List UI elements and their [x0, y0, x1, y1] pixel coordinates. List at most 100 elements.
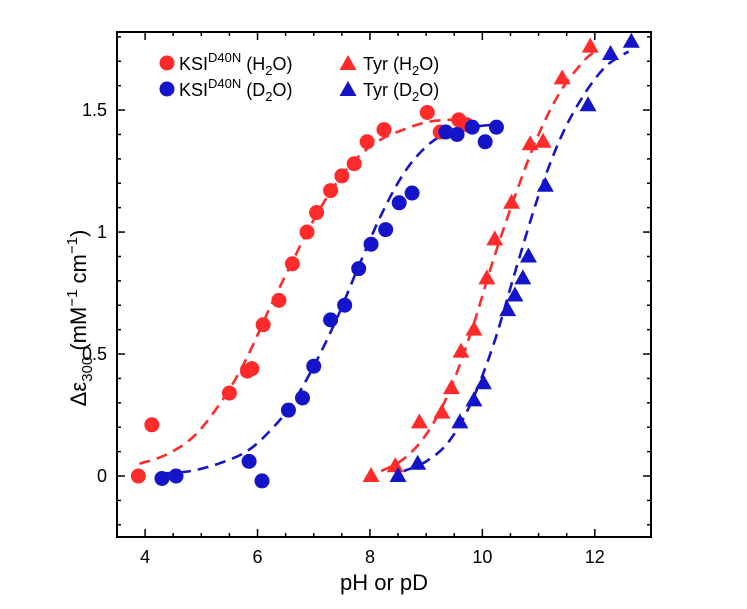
point-ksi_d2o	[323, 312, 339, 328]
point-ksi_d2o	[351, 261, 367, 277]
point-tyr_d2o	[451, 413, 469, 429]
legend-ksi-h2o-close: O)	[273, 54, 293, 74]
y-axis: 0 0.5 1 1.5	[82, 36, 651, 526]
point-tyr_d2o	[579, 96, 597, 112]
legend-tyr-h2o-close: O)	[419, 54, 439, 74]
point-tyr_h2o	[433, 403, 451, 419]
legend-ksi-d2o-base: KSI	[179, 80, 208, 100]
point-ksi_d2o	[306, 358, 322, 374]
point-tyr_d2o	[622, 32, 640, 48]
legend-marker-ksi-d2o	[159, 81, 175, 97]
point-ksi_h2o	[299, 224, 315, 240]
fit-curves	[139, 50, 630, 475]
point-ksi_d2o	[280, 402, 296, 418]
legend-item-tyr-h2o: Tyr (H2O)	[339, 54, 439, 78]
x-tick-label: 12	[585, 547, 605, 567]
point-ksi_d2o	[449, 126, 465, 142]
y-tick-label: 1.5	[82, 100, 107, 120]
point-ksi_d2o	[438, 124, 454, 140]
point-ksi_d2o	[254, 473, 270, 489]
x-tick-label: 8	[365, 547, 375, 567]
legend-tyr-h2o-sub: 2	[412, 63, 419, 78]
point-ksi_h2o	[144, 417, 160, 433]
point-tyr_h2o	[465, 320, 483, 336]
point-ksi_d2o	[154, 470, 170, 486]
fit-line-tyr_d2o	[403, 50, 630, 473]
legend-ksi-d2o-sup: D40N	[208, 76, 241, 91]
legend-marker-tyr-h2o	[339, 55, 357, 70]
point-ksi_h2o	[309, 205, 325, 221]
point-ksi_h2o	[130, 468, 146, 484]
point-ksi_d2o	[477, 134, 493, 150]
legend-label-tyr-d2o: Tyr (D2O)	[363, 80, 439, 104]
fit-line-ksi_d2o	[161, 123, 494, 475]
point-ksi_h2o	[346, 156, 362, 172]
legend-tyr-d2o-close: O)	[419, 80, 439, 100]
legend-ksi-h2o-open: (H	[241, 54, 265, 74]
point-tyr_h2o	[534, 132, 552, 148]
y-title-main: Δε	[66, 382, 91, 407]
fit-line-ksi_h2o	[139, 118, 472, 466]
point-tyr_h2o	[553, 69, 571, 85]
point-ksi_d2o	[488, 119, 504, 135]
x-tick-label: 4	[140, 547, 150, 567]
legend-item-ksi-h2o: KSID40N (H2O)	[159, 50, 293, 78]
point-tyr_d2o	[602, 44, 620, 60]
point-ksi_d2o	[464, 119, 480, 135]
point-ksi_h2o	[255, 317, 271, 333]
legend-label-ksi-d2o: KSID40N (D2O)	[179, 76, 293, 104]
y-title-sub: 300	[79, 357, 96, 382]
point-tyr_d2o	[514, 269, 532, 285]
point-tyr_h2o	[452, 342, 470, 358]
point-tyr_h2o	[486, 230, 504, 246]
y-axis-title: Δε300 (mM−1 cm−1)	[64, 230, 96, 407]
x-axis-title: pH or pD	[340, 570, 428, 595]
legend-item-tyr-d2o: Tyr (D2O)	[339, 80, 439, 104]
legend: KSID40N (H2O) KSID40N (D2O) Tyr (H2O) Ty…	[159, 50, 439, 104]
point-tyr_h2o	[521, 135, 539, 151]
y-tick-label: 1	[97, 222, 107, 242]
point-tyr_d2o	[499, 301, 517, 317]
point-ksi_d2o	[363, 236, 379, 252]
legend-tyr-h2o-open: (H	[388, 54, 412, 74]
legend-ksi-h2o-sup: D40N	[208, 50, 241, 65]
point-ksi_d2o	[391, 195, 407, 211]
point-ksi_h2o	[221, 385, 237, 401]
legend-ksi-h2o-base: KSI	[179, 54, 208, 74]
x-axis: 4 6 8 10 12	[140, 32, 605, 567]
legend-label-tyr-h2o: Tyr (H2O)	[363, 54, 439, 78]
point-ksi_h2o	[271, 292, 287, 308]
data-points	[130, 32, 640, 489]
point-tyr_h2o	[362, 467, 380, 483]
point-ksi_h2o	[376, 122, 392, 138]
y-title-sup2: −1	[64, 237, 81, 254]
legend-marker-ksi-h2o	[159, 55, 175, 71]
legend-ksi-d2o-close: O)	[273, 80, 293, 100]
y-title-units-open: (mM	[66, 307, 91, 357]
legend-tyr-h2o-base: Tyr	[363, 54, 388, 74]
point-tyr_d2o	[519, 247, 537, 263]
legend-label-ksi-h2o: KSID40N (H2O)	[179, 50, 293, 78]
point-ksi_h2o	[419, 105, 435, 121]
point-tyr_d2o	[465, 391, 483, 407]
point-ksi_d2o	[404, 185, 420, 201]
plot-frame	[116, 31, 652, 538]
point-tyr_h2o	[503, 193, 521, 209]
y-title-mid: cm	[66, 254, 91, 289]
point-ksi_d2o	[241, 453, 257, 469]
point-ksi_h2o	[359, 134, 375, 150]
point-tyr_d2o	[536, 176, 554, 192]
point-tyr_d2o	[506, 286, 524, 302]
y-title-units-close: )	[66, 230, 91, 237]
legend-ksi-d2o-open: (D	[241, 80, 265, 100]
legend-marker-tyr-d2o	[339, 81, 357, 96]
y-tick-label: 0	[97, 466, 107, 486]
point-ksi_d2o	[378, 222, 394, 238]
y-title-sup1: −1	[64, 290, 81, 307]
fit-line-tyr_h2o	[380, 50, 596, 473]
x-tick-label: 10	[472, 547, 492, 567]
legend-item-ksi-d2o: KSID40N (D2O)	[159, 76, 293, 104]
point-tyr_d2o	[389, 467, 407, 483]
point-ksi_h2o	[323, 183, 339, 199]
point-tyr_h2o	[478, 269, 496, 285]
